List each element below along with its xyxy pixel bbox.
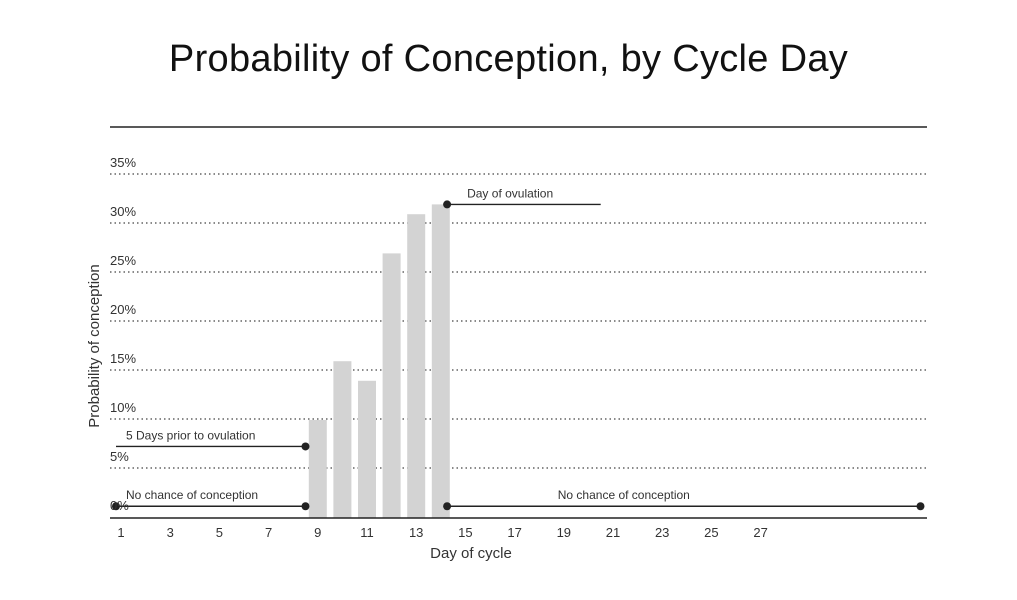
- y-tick-label: 0%: [110, 498, 129, 513]
- bar-day-9: [308, 420, 327, 518]
- bar-day-10: [333, 361, 352, 518]
- x-tick-label: 1: [117, 525, 124, 540]
- x-tick-label: 7: [265, 525, 272, 540]
- x-tick-label: 5: [216, 525, 223, 540]
- y-tick-label: 35%: [110, 155, 136, 170]
- annotation-label: No chance of conception: [558, 488, 690, 502]
- x-tick-label: 27: [753, 525, 767, 540]
- x-tick-label: 15: [458, 525, 472, 540]
- annotation-dot: [916, 502, 925, 511]
- y-tick-label: 20%: [110, 302, 136, 317]
- x-tick-label: 23: [655, 525, 669, 540]
- annotation-dot: [443, 502, 452, 511]
- x-tick-label: 9: [314, 525, 321, 540]
- annotation-dot: [301, 502, 310, 511]
- annotation-label: No chance of conception: [126, 488, 258, 502]
- y-axis-label: Probability of conception: [86, 264, 103, 427]
- y-tick-label: 15%: [110, 351, 136, 366]
- annotation-label: Day of ovulation: [467, 186, 553, 200]
- y-tick-label: 10%: [110, 400, 136, 415]
- annotation-dot: [443, 200, 452, 209]
- annotation-label: 5 Days prior to ovulation: [126, 428, 255, 442]
- y-tick-label: 5%: [110, 449, 129, 464]
- x-tick-label: 13: [409, 525, 423, 540]
- annotation-dot: [112, 502, 120, 511]
- x-tick-label: 17: [507, 525, 521, 540]
- y-tick-label: 30%: [110, 204, 136, 219]
- bar-day-13: [407, 214, 426, 518]
- y-tick-label: 25%: [110, 253, 136, 268]
- bar-day-11: [358, 380, 376, 518]
- x-axis-label: Day of cycle: [430, 545, 512, 562]
- bar-day-12: [382, 253, 401, 518]
- chart-title: Probability of Conception, by Cycle Day: [168, 38, 849, 80]
- annotation-dot: [301, 442, 310, 451]
- x-tick-label: 11: [360, 525, 374, 540]
- x-tick-label: 25: [704, 525, 718, 540]
- x-tick-label: 19: [557, 525, 571, 540]
- bar-day-14: [431, 204, 450, 518]
- x-tick-label: 21: [606, 525, 620, 540]
- x-tick-label: 3: [167, 525, 174, 540]
